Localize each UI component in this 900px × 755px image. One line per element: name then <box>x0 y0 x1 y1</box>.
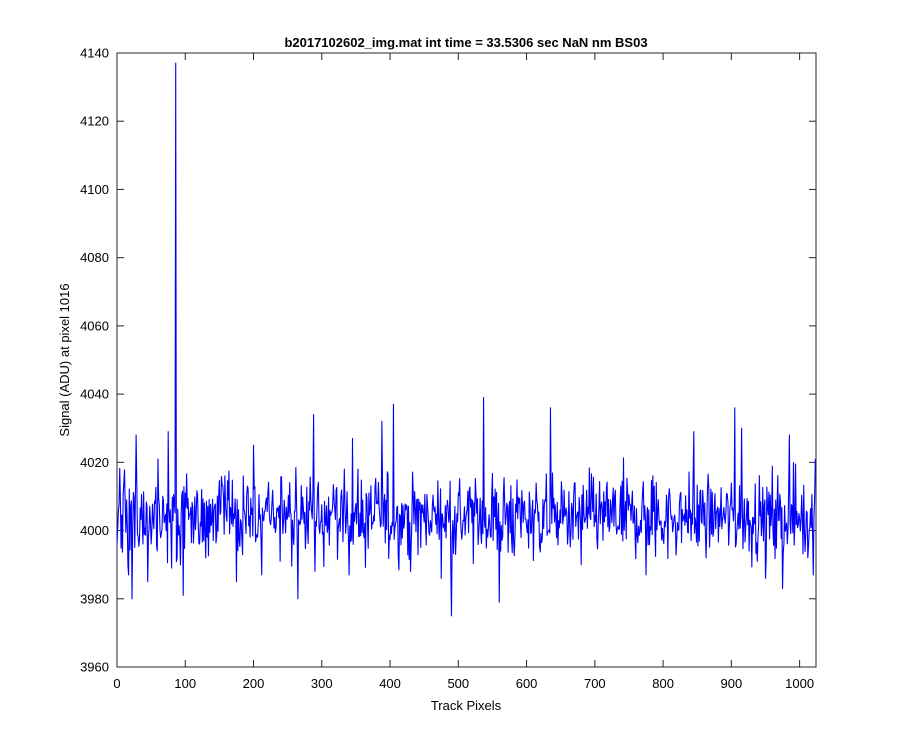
series-group <box>117 62 816 617</box>
x-tick-label: 500 <box>447 676 469 691</box>
x-tick-label: 1000 <box>785 676 814 691</box>
x-tick-label: 800 <box>652 676 674 691</box>
chart-title: b2017102602_img.mat int time = 33.5306 s… <box>284 35 647 50</box>
x-tick-label: 0 <box>113 676 120 691</box>
axes-box <box>116 52 817 668</box>
x-tick-label: 100 <box>174 676 196 691</box>
x-tick-label: 700 <box>584 676 606 691</box>
y-tick-label: 3980 <box>80 591 109 606</box>
y-tick-label: 4020 <box>80 455 109 470</box>
y-tick-label: 4140 <box>80 46 109 61</box>
y-tick-label: 3960 <box>80 660 109 675</box>
y-axis-label: Signal (ADU) at pixel 1016 <box>57 283 72 436</box>
y-tick-label: 4080 <box>80 250 109 265</box>
x-tick-label: 200 <box>243 676 265 691</box>
y-tick-label: 4040 <box>80 387 109 402</box>
x-tick-label: 900 <box>721 676 743 691</box>
y-tick-label: 4060 <box>80 318 109 333</box>
y-tick-label: 4120 <box>80 114 109 129</box>
x-axis-label: Track Pixels <box>431 698 502 713</box>
x-axis: 0 100 200 300 400 500 600 700 800 900 1000 <box>113 53 814 691</box>
x-tick-label: 300 <box>311 676 333 691</box>
x-tick-label: 600 <box>516 676 538 691</box>
y-tick-label: 4100 <box>80 182 109 197</box>
series-line <box>117 62 816 617</box>
y-tick-label: 4000 <box>80 523 109 538</box>
y-axis: 3960 3980 4000 4020 4040 4060 4080 4100 4120 4140 <box>80 46 816 675</box>
x-tick-label: 400 <box>379 676 401 691</box>
